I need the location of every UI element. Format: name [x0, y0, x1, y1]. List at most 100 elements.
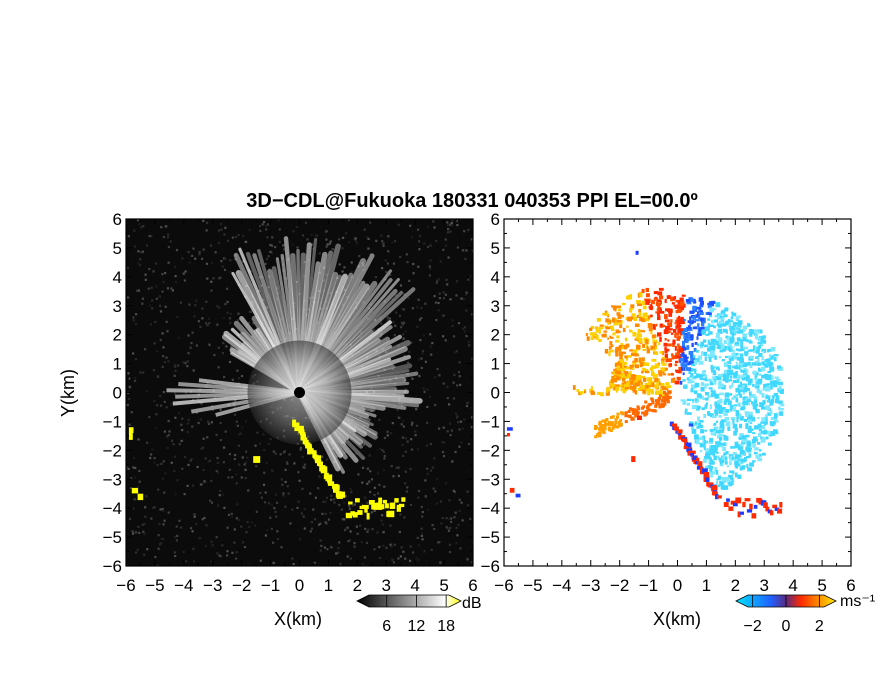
noise-speck — [345, 232, 348, 235]
velocity-cell — [766, 400, 771, 403]
velocity-cell — [664, 314, 668, 319]
velocity-cell — [732, 321, 737, 327]
velocity-cell — [725, 477, 730, 482]
saturated-echo — [317, 461, 323, 467]
noise-speck — [373, 493, 376, 497]
velocity-cell — [697, 323, 700, 327]
noise-speck — [167, 360, 170, 363]
velocity-cell — [664, 347, 667, 351]
velocity-cell — [678, 315, 681, 320]
velocity-cell — [710, 472, 713, 478]
noise-speck — [148, 416, 151, 419]
noise-speck — [448, 543, 451, 546]
velocity-cell — [656, 312, 660, 316]
noise-speck — [396, 416, 400, 419]
velocity-cell — [682, 364, 688, 368]
noise-speck — [266, 236, 269, 239]
velocity-cell — [703, 445, 706, 451]
velocity-cell — [719, 443, 723, 446]
velocity-cell — [616, 312, 621, 316]
velocity-cell — [728, 371, 733, 376]
velocity-cell — [616, 330, 621, 333]
noise-speck — [250, 521, 253, 524]
velocity-cell — [646, 408, 650, 412]
velocity-cell — [739, 360, 744, 363]
noise-speck — [383, 454, 386, 458]
noise-speck — [210, 262, 214, 265]
noise-speck — [463, 418, 466, 421]
velocity-cell — [659, 311, 665, 314]
noise-speck — [446, 430, 449, 433]
velocity-cell — [674, 306, 680, 309]
velocity-cell — [686, 402, 690, 406]
noise-speck — [410, 438, 413, 441]
x-tick-label: 1 — [324, 576, 333, 595]
velocity-cell — [690, 380, 695, 383]
velocity-cell — [630, 407, 634, 411]
noise-speck — [397, 223, 400, 226]
noise-speck — [285, 461, 289, 464]
db-colorbar: 6 12 18 dB — [356, 594, 482, 635]
velocity-cell — [506, 433, 510, 437]
noise-speck — [233, 406, 236, 409]
noise-speck — [162, 460, 165, 463]
noise-speck — [159, 338, 162, 341]
velocity-cell — [732, 372, 737, 375]
velocity-cell — [680, 301, 685, 306]
velocity-cell — [679, 297, 684, 303]
velocity-cell — [717, 399, 721, 404]
velocity-cell — [719, 355, 722, 359]
velocity-cell — [749, 339, 752, 344]
saturated-echo — [131, 487, 139, 494]
velocity-cell — [759, 390, 762, 395]
velocity-cell — [629, 385, 632, 390]
noise-speck — [238, 377, 241, 380]
noise-speck — [132, 352, 135, 355]
velocity-cell — [612, 332, 616, 336]
velocity-cell — [753, 350, 758, 353]
velocity-cell — [712, 346, 716, 351]
velocity-cell — [696, 405, 700, 409]
velocity-cell — [690, 358, 696, 362]
noise-speck — [378, 545, 381, 549]
noise-speck — [319, 539, 322, 542]
velocity-cell — [614, 421, 618, 424]
velocity-cell — [662, 391, 665, 397]
velocity-cell — [693, 326, 698, 330]
velocity-cell — [730, 331, 735, 335]
noise-speck — [409, 467, 412, 471]
noise-speck — [244, 468, 247, 471]
noise-speck — [202, 219, 205, 222]
velocity-cell — [627, 410, 631, 413]
velocity-cell — [648, 388, 651, 392]
velocity-cell — [697, 355, 702, 360]
noise-speck — [420, 505, 423, 508]
velocity-cell — [700, 468, 704, 475]
velocity-cell — [734, 343, 739, 347]
noise-speck — [204, 457, 207, 460]
velocity-cell — [718, 433, 724, 437]
noise-speck — [367, 237, 370, 240]
velocity-cell — [709, 462, 714, 465]
velocity-cell — [689, 322, 692, 326]
noise-speck — [163, 430, 166, 433]
noise-speck — [195, 523, 198, 526]
velocity-cell — [741, 377, 746, 381]
velocity-cell — [729, 349, 732, 353]
noise-speck — [162, 509, 165, 513]
velocity-cell — [757, 442, 761, 445]
velocity-cell — [735, 348, 739, 351]
noise-speck — [420, 357, 423, 360]
velocity-cell — [691, 398, 695, 401]
velocity-cell — [715, 494, 719, 500]
noise-speck — [237, 433, 240, 436]
velocity-cell — [726, 372, 730, 377]
colorbar-tick-label: 2 — [815, 618, 824, 635]
noise-speck — [195, 411, 199, 414]
velocity-cell — [757, 337, 761, 342]
velocity-cell — [653, 374, 658, 378]
noise-speck — [160, 226, 163, 229]
noise-speck — [236, 369, 239, 372]
velocity-cell — [660, 360, 664, 364]
velocity-cell — [603, 423, 607, 427]
